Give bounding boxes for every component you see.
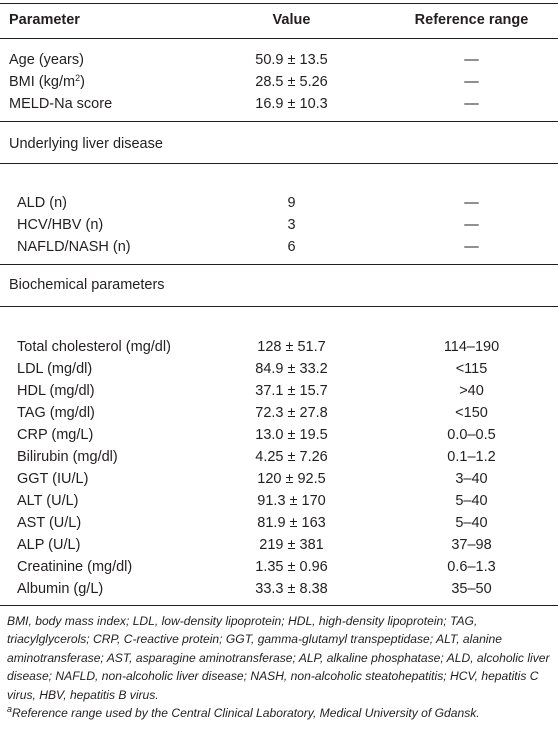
row-reference: 5–40 [455,515,488,531]
row-parameter: Age (years) [9,52,84,68]
footnote-marker: a [7,704,13,715]
table-footnotes: BMI, body mass index; LDL, low-density l… [7,612,552,722]
section-rule [0,121,558,122]
row-value: 13.0 ± 19.5 [255,427,328,443]
header-value: Value [272,12,311,28]
section-rule [0,264,558,265]
table-row: Age (years) 50.9 ± 13.5 — [0,49,558,71]
row-parameter: ALT (U/L) [17,493,79,509]
abbreviations-footnote: BMI, body mass index; LDL, low-density l… [7,614,550,702]
row-parameter: ALD (n) [17,195,67,211]
row-reference: 37–98 [451,537,492,553]
row-reference: — [464,195,479,211]
row-parameter: Albumin (g/L) [17,581,104,597]
row-value: 6 [287,239,296,255]
header-rule [0,38,558,39]
table-row: HDL (mg/dl) 37.1 ± 15.7 >40 [0,380,558,402]
row-value: 81.9 ± 163 [257,515,326,531]
section-heading-liver: Underlying liver disease [0,133,558,155]
table-row: GGT (IU/L) 120 ± 92.5 3–40 [0,468,558,490]
row-parameter: CRP (mg/L) [17,427,94,443]
table-row: AST (U/L) 81.9 ± 163 5–40 [0,512,558,534]
table-header-row: Parameter Value Reference range [0,9,558,31]
table-row: HCV/HBV (n) 3 — [0,214,558,236]
header-parameter: Parameter [9,12,80,28]
table-row: MELD-Na score 16.9 ± 10.3 — [0,93,558,115]
row-value: 219 ± 381 [259,537,324,553]
section-title: Biochemical parameters [9,277,165,293]
row-reference: 35–50 [451,581,492,597]
reference-range-note: Reference range used by the Central Clin… [12,706,480,721]
row-reference: — [464,239,479,255]
row-parameter: TAG (mg/dl) [17,405,95,421]
row-value: 37.1 ± 15.7 [255,383,328,399]
table-row: TAG (mg/dl) 72.3 ± 27.8 <150 [0,402,558,424]
row-parameter: MELD-Na score [9,96,113,112]
row-reference: 114–190 [443,339,500,355]
section-heading-biochem: Biochemical parameters [0,274,558,296]
row-reference: 0.0–0.5 [447,427,496,443]
table-top-rule [0,3,558,4]
row-value: 120 ± 92.5 [257,471,326,487]
row-value: 84.9 ± 33.2 [255,361,328,377]
row-parameter: Total cholesterol (mg/dl) [17,339,171,355]
table-bottom-rule [0,605,558,606]
table-row: Albumin (g/L) 33.3 ± 8.38 35–50 [0,578,558,600]
row-reference: 3–40 [455,471,488,487]
row-value: 3 [287,217,296,233]
section-title: Underlying liver disease [9,136,163,152]
row-value: 50.9 ± 13.5 [255,52,328,68]
row-reference: — [464,74,479,90]
row-parameter: LDL (mg/dl) [17,361,93,377]
table-row: Creatinine (mg/dl) 1.35 ± 0.96 0.6–1.3 [0,556,558,578]
row-reference: 0.1–1.2 [447,449,496,465]
row-value: 28.5 ± 5.26 [255,74,328,90]
row-reference: <115 [455,361,488,377]
row-reference: — [464,52,479,68]
row-parameter: HCV/HBV (n) [17,217,104,233]
table-row: ALD (n) 9 — [0,192,558,214]
row-parameter: ALP (U/L) [17,537,81,553]
row-parameter: HDL (mg/dl) [17,383,95,399]
row-reference: — [464,217,479,233]
bmi-unit-exponent: 2 [75,73,81,83]
row-parameter: Bilirubin (mg/dl) [17,449,118,465]
row-reference: 5–40 [455,493,488,509]
table-row: Total cholesterol (mg/dl) 128 ± 51.7 114… [0,336,558,358]
row-parameter: AST (U/L) [17,515,82,531]
section-rule [0,306,558,307]
row-reference: >40 [459,383,484,399]
row-value: 9 [287,195,296,211]
row-value: 16.9 ± 10.3 [255,96,328,112]
header-reference-range: Reference range [414,12,529,28]
row-value: 128 ± 51.7 [257,339,326,355]
row-value: 33.3 ± 8.38 [255,581,328,597]
row-reference: — [464,96,479,112]
row-value: 91.3 ± 170 [257,493,326,509]
row-reference: <150 [455,405,488,421]
table-row: LDL (mg/dl) 84.9 ± 33.2 <115 [0,358,558,380]
table-row: Bilirubin (mg/dl) 4.25 ± 7.26 0.1–1.2 [0,446,558,468]
reference-range-footnote: aReference range used by the Central Cli… [7,704,552,722]
row-value: 4.25 ± 7.26 [255,449,328,465]
table-row: ALT (U/L) 91.3 ± 170 5–40 [0,490,558,512]
row-parameter: Creatinine (mg/dl) [17,559,133,575]
row-value: 72.3 ± 27.8 [255,405,328,421]
row-parameter: GGT (IU/L) [17,471,89,487]
table-row: NAFLD/NASH (n) 6 — [0,236,558,258]
table-row: CRP (mg/L) 13.0 ± 19.5 0.0–0.5 [0,424,558,446]
section-rule [0,163,558,164]
table-row: BMI (kg/m2) 28.5 ± 5.26 — [0,71,558,93]
row-value: 1.35 ± 0.96 [255,559,328,575]
bmi-label-tail: ) [80,74,85,90]
table-row: ALP (U/L) 219 ± 381 37–98 [0,534,558,556]
row-parameter: BMI (kg/m2) [9,71,85,93]
row-parameter: NAFLD/NASH (n) [17,239,131,255]
row-reference: 0.6–1.3 [447,559,496,575]
bmi-label: BMI (kg/m [9,74,76,90]
